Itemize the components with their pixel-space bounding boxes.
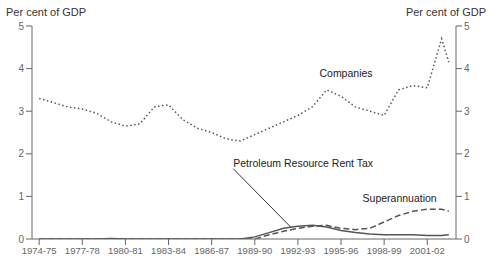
svg-text:3: 3 — [18, 106, 24, 117]
svg-text:1: 1 — [464, 191, 470, 202]
svg-text:1989-90: 1989-90 — [237, 245, 272, 256]
svg-text:1986-87: 1986-87 — [194, 245, 229, 256]
svg-text:0: 0 — [18, 234, 24, 245]
svg-text:1992-93: 1992-93 — [280, 245, 315, 256]
html-text:Per cent of GDP: Per cent of GDP — [405, 6, 486, 18]
svg-text:4: 4 — [464, 63, 470, 74]
svg-text:1995-96: 1995-96 — [324, 245, 359, 256]
svg-text:4: 4 — [18, 63, 24, 74]
svg-text:1974-75: 1974-75 — [22, 245, 57, 256]
svg-text:1977-78: 1977-78 — [65, 245, 100, 256]
svg-text:Companies: Companies — [319, 67, 372, 79]
svg-text:1980-81: 1980-81 — [108, 245, 143, 256]
svg-text:3: 3 — [464, 106, 470, 117]
svg-text:5: 5 — [464, 21, 470, 32]
svg-text:2: 2 — [464, 148, 470, 159]
svg-text:1: 1 — [18, 191, 24, 202]
svg-text:1998-99: 1998-99 — [367, 245, 402, 256]
svg-text:0: 0 — [464, 234, 470, 245]
svg-text:Superannuation: Superannuation — [363, 192, 437, 204]
html-text:Per cent of GDP: Per cent of GDP — [6, 6, 87, 18]
svg-text:1983-84: 1983-84 — [151, 245, 186, 256]
svg-text:2: 2 — [18, 148, 24, 159]
svg-text:5: 5 — [18, 21, 24, 32]
svg-text:2001-02: 2001-02 — [410, 245, 445, 256]
svg-text:Petroleum Resource Rent Tax: Petroleum Resource Rent Tax — [233, 157, 374, 169]
